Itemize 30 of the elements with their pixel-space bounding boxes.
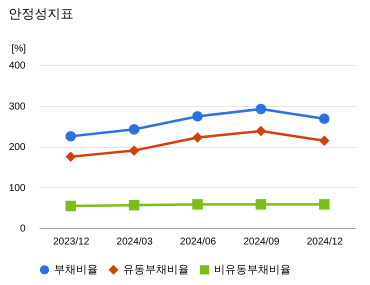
point [128, 145, 140, 156]
y-tick-label: 300 [8, 101, 26, 112]
legend-label: 비유동부채비율 [214, 264, 291, 276]
point [65, 151, 76, 162]
point [319, 136, 330, 146]
point [128, 124, 140, 135]
point [256, 199, 266, 210]
legend-label: 유동부채비율 [123, 264, 189, 276]
y-axis-title: [%] [12, 44, 26, 54]
point [192, 199, 203, 210]
point [65, 200, 76, 212]
point [192, 111, 203, 122]
point [319, 199, 330, 210]
y-tick-label: 200 [8, 142, 26, 153]
chart-title: 안정성지표 [8, 6, 74, 21]
y-tick-label: 100 [8, 182, 26, 194]
x-tick-label: 2024/06 [180, 236, 217, 248]
point [319, 114, 330, 124]
y-tick-label: 400 [8, 60, 26, 72]
x-tick-label: 2024/12 [306, 236, 344, 248]
x-tick-label: 2023/12 [53, 236, 90, 248]
point [128, 200, 140, 210]
x-tick-label: 2024/03 [116, 236, 154, 248]
x-tick-label: 2024/09 [243, 236, 280, 248]
point [256, 126, 266, 136]
point [65, 131, 76, 142]
y-tick-label: 0 [20, 224, 26, 234]
legend-label: 부채비율 [54, 264, 98, 276]
point [192, 132, 203, 143]
point [256, 104, 266, 114]
